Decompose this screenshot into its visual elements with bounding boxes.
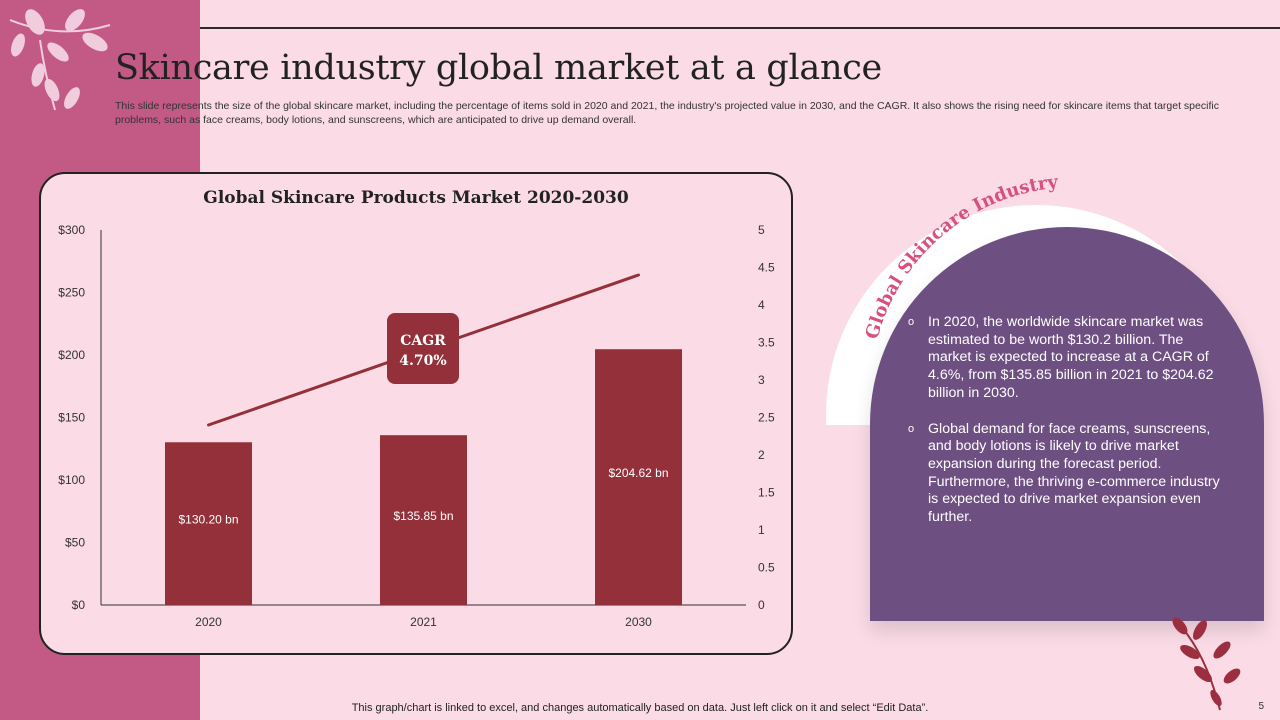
- y2-tick-label: 2.5: [758, 411, 775, 425]
- bar-2030[interactable]: [595, 349, 682, 605]
- x-tick-label: 2021: [410, 615, 437, 629]
- y2-tick-label: 5: [758, 223, 765, 237]
- footer-note: This graph/chart is linked to excel, and…: [351, 702, 929, 714]
- y-tick-label: $300: [58, 223, 85, 237]
- y2-tick-label: 4.5: [758, 261, 775, 275]
- y2-tick-label: 4: [758, 298, 765, 312]
- slide-description: This slide represents the size of the gl…: [115, 100, 1219, 126]
- bar-value-label: $204.62 bn: [608, 466, 668, 480]
- y-tick-label: $50: [65, 536, 85, 550]
- y-tick-label: $250: [58, 286, 85, 300]
- chart-title: Global Skincare Products Market 2020-203…: [203, 188, 629, 208]
- bullet-circle-icon: o: [908, 316, 915, 328]
- cagr-callout: CAGR 4.70%: [387, 313, 459, 384]
- bullet-text: In 2020, the worldwide skincare market w…: [928, 314, 1214, 401]
- y2-tick-label: 2: [758, 448, 765, 462]
- x-tick-label: 2030: [625, 615, 652, 629]
- info-bullets: o In 2020, the worldwide skincare market…: [908, 314, 1228, 545]
- top-divider: [200, 27, 1280, 29]
- cagr-value: 4.70%: [399, 353, 446, 369]
- y2-tick-label: 0.5: [758, 561, 775, 575]
- page-title: Skincare industry global market at a gla…: [115, 48, 882, 88]
- info-panel: [870, 227, 1264, 621]
- leaf-branch-icon: [9, 9, 111, 111]
- red-leaf-branch-icon: [1172, 617, 1241, 711]
- page-number: 5: [1258, 701, 1264, 712]
- bar-value-label: $135.85 bn: [393, 509, 453, 523]
- x-tick-label: 2020: [195, 615, 222, 629]
- y2-tick-label: 3: [758, 373, 765, 387]
- cagr-label: CAGR: [400, 333, 446, 349]
- y-tick-label: $100: [58, 473, 85, 487]
- y-tick-label: $150: [58, 411, 85, 425]
- y2-tick-label: 3.5: [758, 336, 775, 350]
- y2-tick-label: 1.5: [758, 486, 775, 500]
- y2-tick-label: 1: [758, 523, 765, 537]
- y-tick-label: $200: [58, 348, 85, 362]
- bar-value-label: $130.20 bn: [178, 513, 238, 527]
- y2-tick-label: 0: [758, 598, 765, 612]
- bullet-item: o Global demand for face creams, sunscre…: [908, 421, 1228, 527]
- bar-2020[interactable]: [165, 442, 252, 605]
- bullet-circle-icon: o: [908, 422, 915, 435]
- bullet-item: o In 2020, the worldwide skincare market…: [908, 314, 1228, 403]
- bullet-text: Global demand for face creams, sunscreen…: [928, 420, 1220, 526]
- bar-2021[interactable]: [380, 435, 467, 605]
- y-tick-label: $0: [72, 598, 86, 612]
